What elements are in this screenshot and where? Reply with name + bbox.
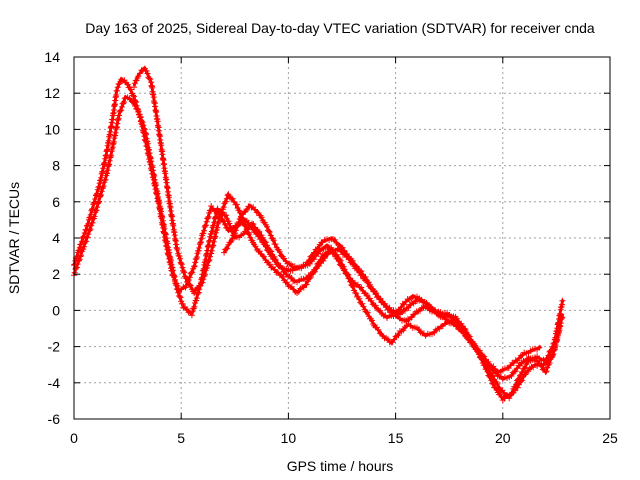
y-tick-label: 6 bbox=[52, 194, 60, 210]
chart-title: Day 163 of 2025, Sidereal Day-to-day VTE… bbox=[85, 20, 595, 36]
y-axis-label: SDTVAR / TECUs bbox=[6, 182, 22, 294]
x-axis-label: GPS time / hours bbox=[287, 458, 394, 474]
y-tick-label: 14 bbox=[44, 49, 60, 65]
x-tick-label: 0 bbox=[70, 430, 78, 446]
series-line bbox=[72, 77, 565, 401]
x-tick-label: 25 bbox=[602, 430, 618, 446]
y-tick-label: -4 bbox=[48, 375, 61, 391]
y-tick-label: 0 bbox=[52, 302, 60, 318]
series-track-d bbox=[221, 203, 543, 376]
axis-ticks: 0 5 10 15 20 25 -6 -4 -2 0 2 4 6 8 10 12 14 bbox=[44, 49, 618, 446]
series-track-c bbox=[131, 65, 566, 382]
y-tick-label: 12 bbox=[44, 85, 60, 101]
y-tick-label: -2 bbox=[48, 339, 61, 355]
y-tick-label: -6 bbox=[48, 411, 61, 427]
x-tick-label: 5 bbox=[177, 430, 185, 446]
data-series bbox=[71, 65, 566, 404]
y-tick-label: 2 bbox=[52, 266, 60, 282]
series-line bbox=[132, 66, 565, 381]
data-point-markers bbox=[221, 203, 543, 376]
data-point-markers bbox=[131, 65, 566, 382]
series-line bbox=[222, 203, 542, 374]
x-tick-label: 20 bbox=[495, 430, 511, 446]
y-tick-label: 10 bbox=[44, 121, 60, 137]
y-tick-label: 8 bbox=[52, 158, 60, 174]
y-tick-label: 4 bbox=[52, 230, 60, 246]
x-tick-label: 15 bbox=[388, 430, 404, 446]
x-tick-label: 10 bbox=[281, 430, 297, 446]
